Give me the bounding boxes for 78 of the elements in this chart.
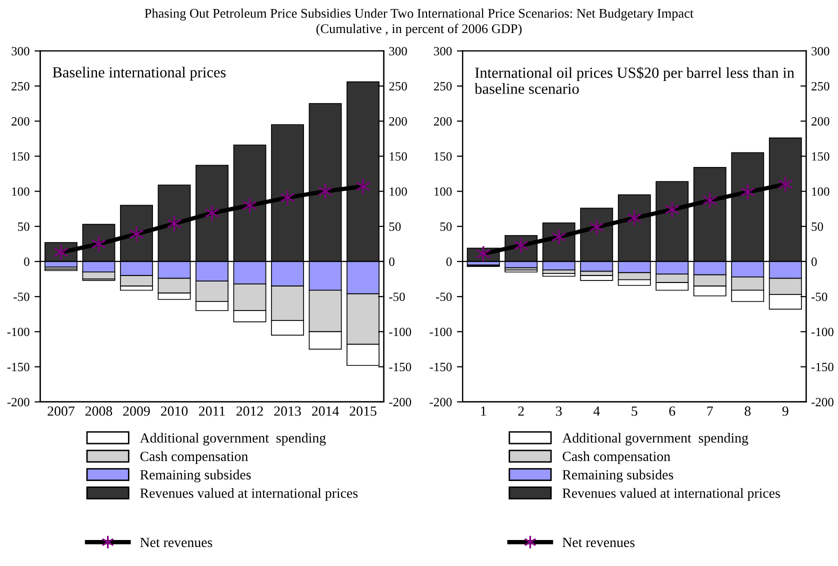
- x-tick-label: 2007: [48, 406, 74, 416]
- y2-tick-label: 250: [389, 82, 407, 90]
- y-tick-label: 150: [12, 152, 30, 161]
- x-tick-label: 2013: [274, 406, 301, 416]
- legend-label: Revenues valued at international prices: [140, 488, 358, 501]
- y2-tick-label: -150: [389, 362, 412, 372]
- y2-tick-label: 0: [389, 258, 394, 266]
- y2-tick-label: -50: [811, 292, 828, 302]
- x-tick-label: 5: [632, 406, 638, 416]
- y-tick-label: 200: [434, 117, 452, 126]
- annotation: International oil prices US$20 per barrel less than in baseline scenario: [474, 66, 794, 94]
- y-tick-label: -100: [430, 328, 452, 336]
- y-tick-label: -50: [14, 292, 30, 302]
- y2-tick-label: 150: [812, 152, 830, 161]
- y-tick-label: 300: [434, 46, 452, 56]
- bar: [580, 275, 614, 281]
- text: Phasing Out Petroleum Price Subsidies Under Two International Price Scenarios: Net Budgetary Impact: [144, 8, 694, 20]
- legend-label: Remaining subsides: [562, 470, 674, 482]
- y2-tick-label: 300: [389, 46, 407, 56]
- x-tick-label: 8: [744, 406, 751, 416]
- y-tick-label: -150: [430, 362, 452, 372]
- x-tick-label: 9: [782, 406, 788, 416]
- y2-tick-label: 200: [812, 117, 830, 126]
- text: (Cumulative , in percent of 2006 GDP): [316, 24, 522, 36]
- y2-tick-label: -150: [811, 362, 834, 372]
- y2-tick-label: 100: [390, 187, 407, 196]
- y-tick-label: 50: [440, 222, 452, 231]
- y-tick-label: 250: [12, 82, 30, 90]
- x-tick-label: 4: [593, 406, 600, 416]
- legend-label: Additional government spending: [562, 432, 748, 446]
- y-tick-label: -50: [436, 292, 452, 302]
- y2-tick-label: 200: [389, 117, 407, 126]
- y-tick-label: 50: [18, 222, 30, 231]
- legend-label: Revenues valued at international prices: [562, 488, 780, 501]
- y-tick-label: -150: [7, 362, 30, 372]
- legend-label: Cash compensation: [140, 451, 248, 464]
- y-tick-label: 100: [434, 187, 452, 196]
- legend-label: Additional government spending: [140, 432, 326, 446]
- x-tick-label: 2012: [236, 406, 263, 416]
- y-tick-label: 100: [12, 187, 30, 196]
- y2-tick-label: -200: [811, 398, 834, 406]
- y2-tick-label: -100: [811, 328, 834, 336]
- y2-tick-label: -200: [389, 398, 412, 406]
- y2-tick-label: 150: [390, 152, 407, 161]
- x-tick-label: 7: [707, 406, 713, 416]
- y2-tick-label: 0: [811, 258, 817, 266]
- y-tick-label: 250: [434, 82, 452, 90]
- y-tick-label: -200: [7, 398, 30, 406]
- y-tick-label: 300: [12, 46, 30, 56]
- y2-tick-label: 50: [389, 222, 401, 231]
- y2-tick-label: 300: [812, 46, 830, 56]
- y-tick-label: 150: [434, 152, 452, 161]
- x-tick-label: 2: [518, 406, 524, 416]
- y2-tick-label: -50: [389, 292, 405, 302]
- y-tick-label: -100: [7, 328, 30, 336]
- x-tick-label: 2011: [198, 406, 225, 416]
- y2-tick-label: -100: [389, 328, 412, 336]
- bar: [542, 273, 576, 277]
- x-tick-label: 2008: [85, 406, 112, 416]
- legend-label: Net revenues: [562, 538, 635, 548]
- y-tick-label: -200: [430, 398, 452, 406]
- y-tick-label: 200: [12, 117, 30, 126]
- y2-tick-label: 100: [812, 187, 830, 196]
- x-tick-label: 1: [481, 406, 486, 416]
- x-tick-label: 2014: [312, 406, 339, 416]
- x-tick-label: 2010: [160, 406, 188, 416]
- legend-label: Cash compensation: [562, 451, 670, 464]
- x-tick-label: 2015: [350, 406, 376, 416]
- x-tick-label: 2009: [123, 406, 150, 416]
- annotation: Baseline international prices: [52, 66, 226, 81]
- y-tick-label: 0: [24, 258, 30, 266]
- x-tick-label: 6: [669, 406, 676, 416]
- y2-tick-label: 250: [812, 82, 830, 90]
- legend-label: Remaining subsides: [140, 470, 251, 482]
- legend-label: Net revenues: [140, 538, 212, 548]
- x-tick-label: 3: [556, 406, 562, 416]
- y-tick-label: 0: [446, 258, 452, 266]
- y2-tick-label: 50: [812, 222, 824, 231]
